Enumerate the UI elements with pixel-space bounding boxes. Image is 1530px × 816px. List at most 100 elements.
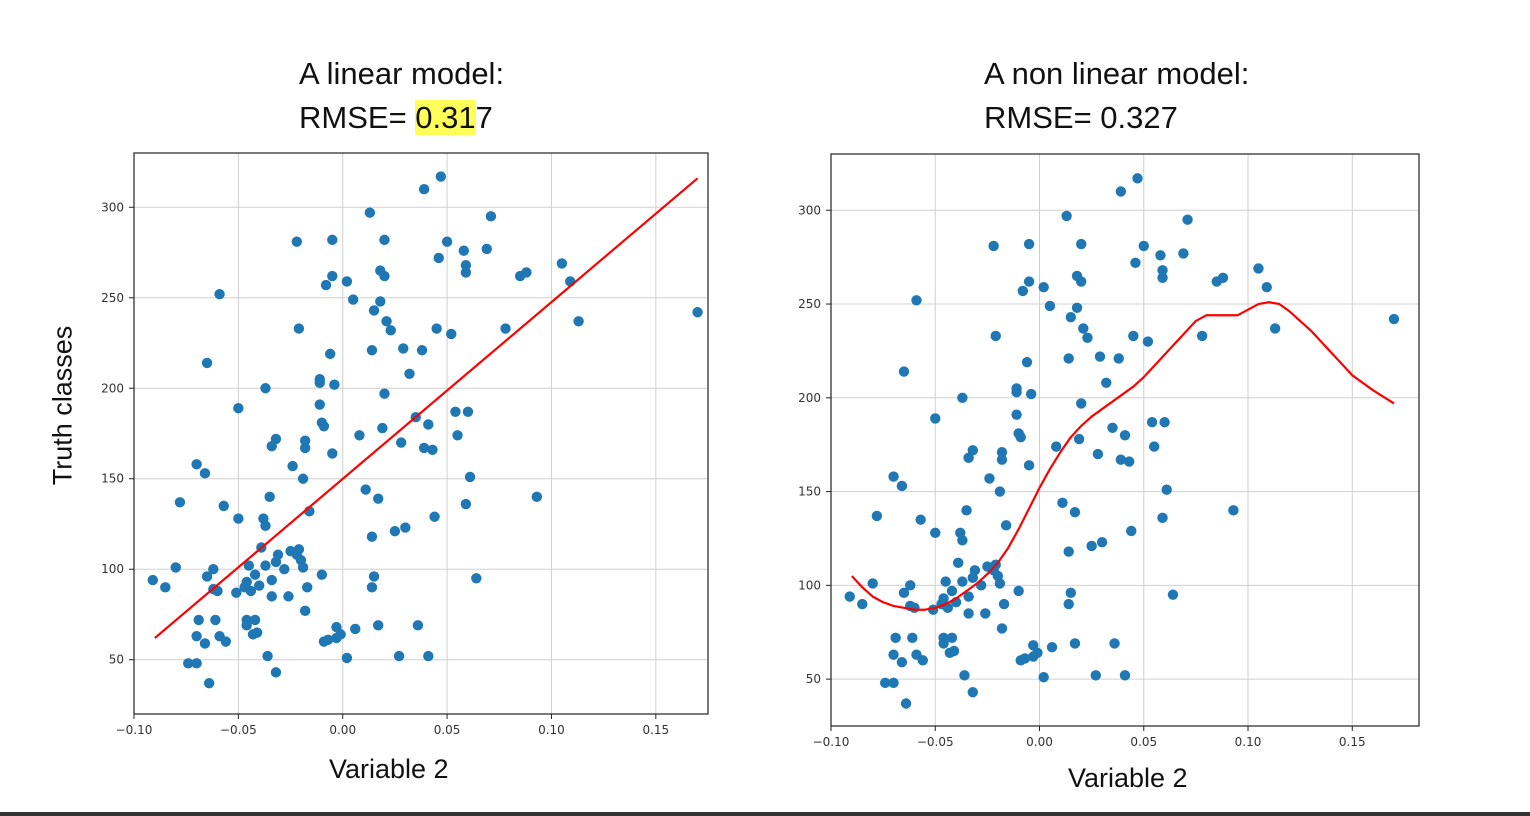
left-data-point (241, 620, 252, 631)
right-x-tick-label: −0.05 (917, 735, 954, 749)
left-y-tick-label: 250 (101, 291, 124, 305)
right-data-point (1050, 441, 1062, 452)
right-data-point (1107, 422, 1118, 434)
right-data-point (959, 670, 970, 681)
left-data-point (270, 667, 282, 678)
left-data-point (441, 236, 453, 247)
right-data-point (1119, 670, 1131, 681)
right-x-tick-label: 0.05 (1130, 735, 1157, 749)
right-data-point (1063, 353, 1074, 364)
left-data-point (452, 430, 463, 441)
right-y-tick-label: 150 (798, 485, 821, 499)
left-data-point (350, 623, 361, 635)
right-data-point (1057, 497, 1068, 509)
left-fit-line (154, 177, 699, 639)
right-data-point (1157, 512, 1168, 524)
left-data-point (398, 343, 409, 354)
left-data-point (366, 345, 378, 356)
left-data-point (427, 444, 438, 455)
left-data-point (316, 569, 328, 580)
right-data-point (1096, 537, 1108, 548)
right-data-point (1217, 272, 1229, 283)
right-data-point (1065, 311, 1076, 323)
right-data-point (1069, 638, 1081, 649)
right-data-point (1161, 484, 1172, 495)
right-y-tick-label: 200 (798, 391, 821, 405)
left-data-point (291, 236, 303, 247)
left-data-point (485, 211, 497, 222)
left-data-point (366, 531, 378, 542)
right-plot-area: −0.10 −0.05 0.00 0.05 0.10 0.15 50 100 150 200 250… (798, 153, 1420, 749)
right-data-point (1113, 353, 1124, 364)
left-x-tick-label: 0.10 (538, 723, 565, 737)
left-data-point (233, 402, 244, 414)
left-data-point (299, 435, 311, 446)
left-rmse-prefix: RMSE= (299, 100, 416, 135)
right-data-point (888, 677, 899, 689)
left-data-point (435, 171, 447, 182)
left-data-point (416, 345, 428, 356)
left-data-point (254, 580, 265, 591)
left-data-point (354, 430, 365, 441)
left-data-point (241, 576, 252, 588)
right-data-point (1228, 505, 1239, 516)
right-data-point (930, 413, 941, 424)
right-data-point (844, 591, 855, 602)
left-data-point (347, 294, 359, 305)
left-data-point (429, 511, 440, 522)
left-data-point (266, 574, 277, 586)
left-data-point (364, 207, 376, 218)
right-data-point (1126, 525, 1137, 537)
right-data-point (1076, 276, 1087, 287)
right-data-point (1032, 647, 1043, 659)
left-data-point (314, 399, 325, 410)
right-data-point (952, 557, 964, 569)
left-x-tick-label: 0.00 (329, 723, 356, 737)
left-data-point (160, 582, 171, 593)
left-data-point (412, 620, 424, 631)
right-data-point (1076, 238, 1087, 250)
left-data-point (500, 323, 511, 334)
left-x-tick-label: −0.05 (220, 723, 257, 737)
right-data-point (957, 576, 968, 587)
right-fit-curve (851, 301, 1395, 611)
left-rmse-suffix: 7 (475, 100, 493, 135)
left-data-point (320, 279, 332, 291)
right-data-point (1025, 388, 1037, 400)
left-data-point (335, 629, 346, 640)
left-data-point (464, 471, 476, 483)
left-x-tick-label: 0.15 (642, 723, 669, 737)
left-data-point (379, 270, 390, 282)
right-data-point (1119, 430, 1131, 441)
left-data-point (293, 323, 305, 334)
right-data-point (905, 580, 916, 591)
left-data-point (170, 562, 181, 573)
left-data-point (299, 442, 311, 454)
right-data-point (1138, 240, 1149, 252)
right-title-line1: A non linear model: (984, 56, 1250, 91)
left-data-point (379, 388, 390, 399)
right-data-point (1023, 238, 1035, 250)
right-data-point (957, 392, 968, 404)
left-data-point (297, 473, 309, 484)
right-data-point (907, 632, 918, 644)
left-data-point (379, 234, 390, 246)
right-x-tick-label: 0.10 (1235, 735, 1262, 749)
right-data-point (946, 585, 958, 597)
right-data-point (930, 527, 941, 539)
left-data-point (203, 678, 215, 689)
left-data-point (210, 614, 221, 626)
right-data-point (917, 655, 928, 666)
right-x-tick-label: 0.15 (1339, 735, 1366, 749)
left-data-point (471, 573, 482, 584)
right-data-point (1090, 670, 1102, 681)
right-data-point (996, 454, 1008, 465)
left-data-point (220, 636, 232, 647)
left-title-line1: A linear model: (299, 56, 505, 91)
right-data-point (1159, 416, 1170, 428)
left-data-point (460, 260, 472, 271)
left-data-point (314, 374, 325, 385)
left-data-point (260, 560, 271, 571)
right-data-point (1011, 383, 1022, 394)
